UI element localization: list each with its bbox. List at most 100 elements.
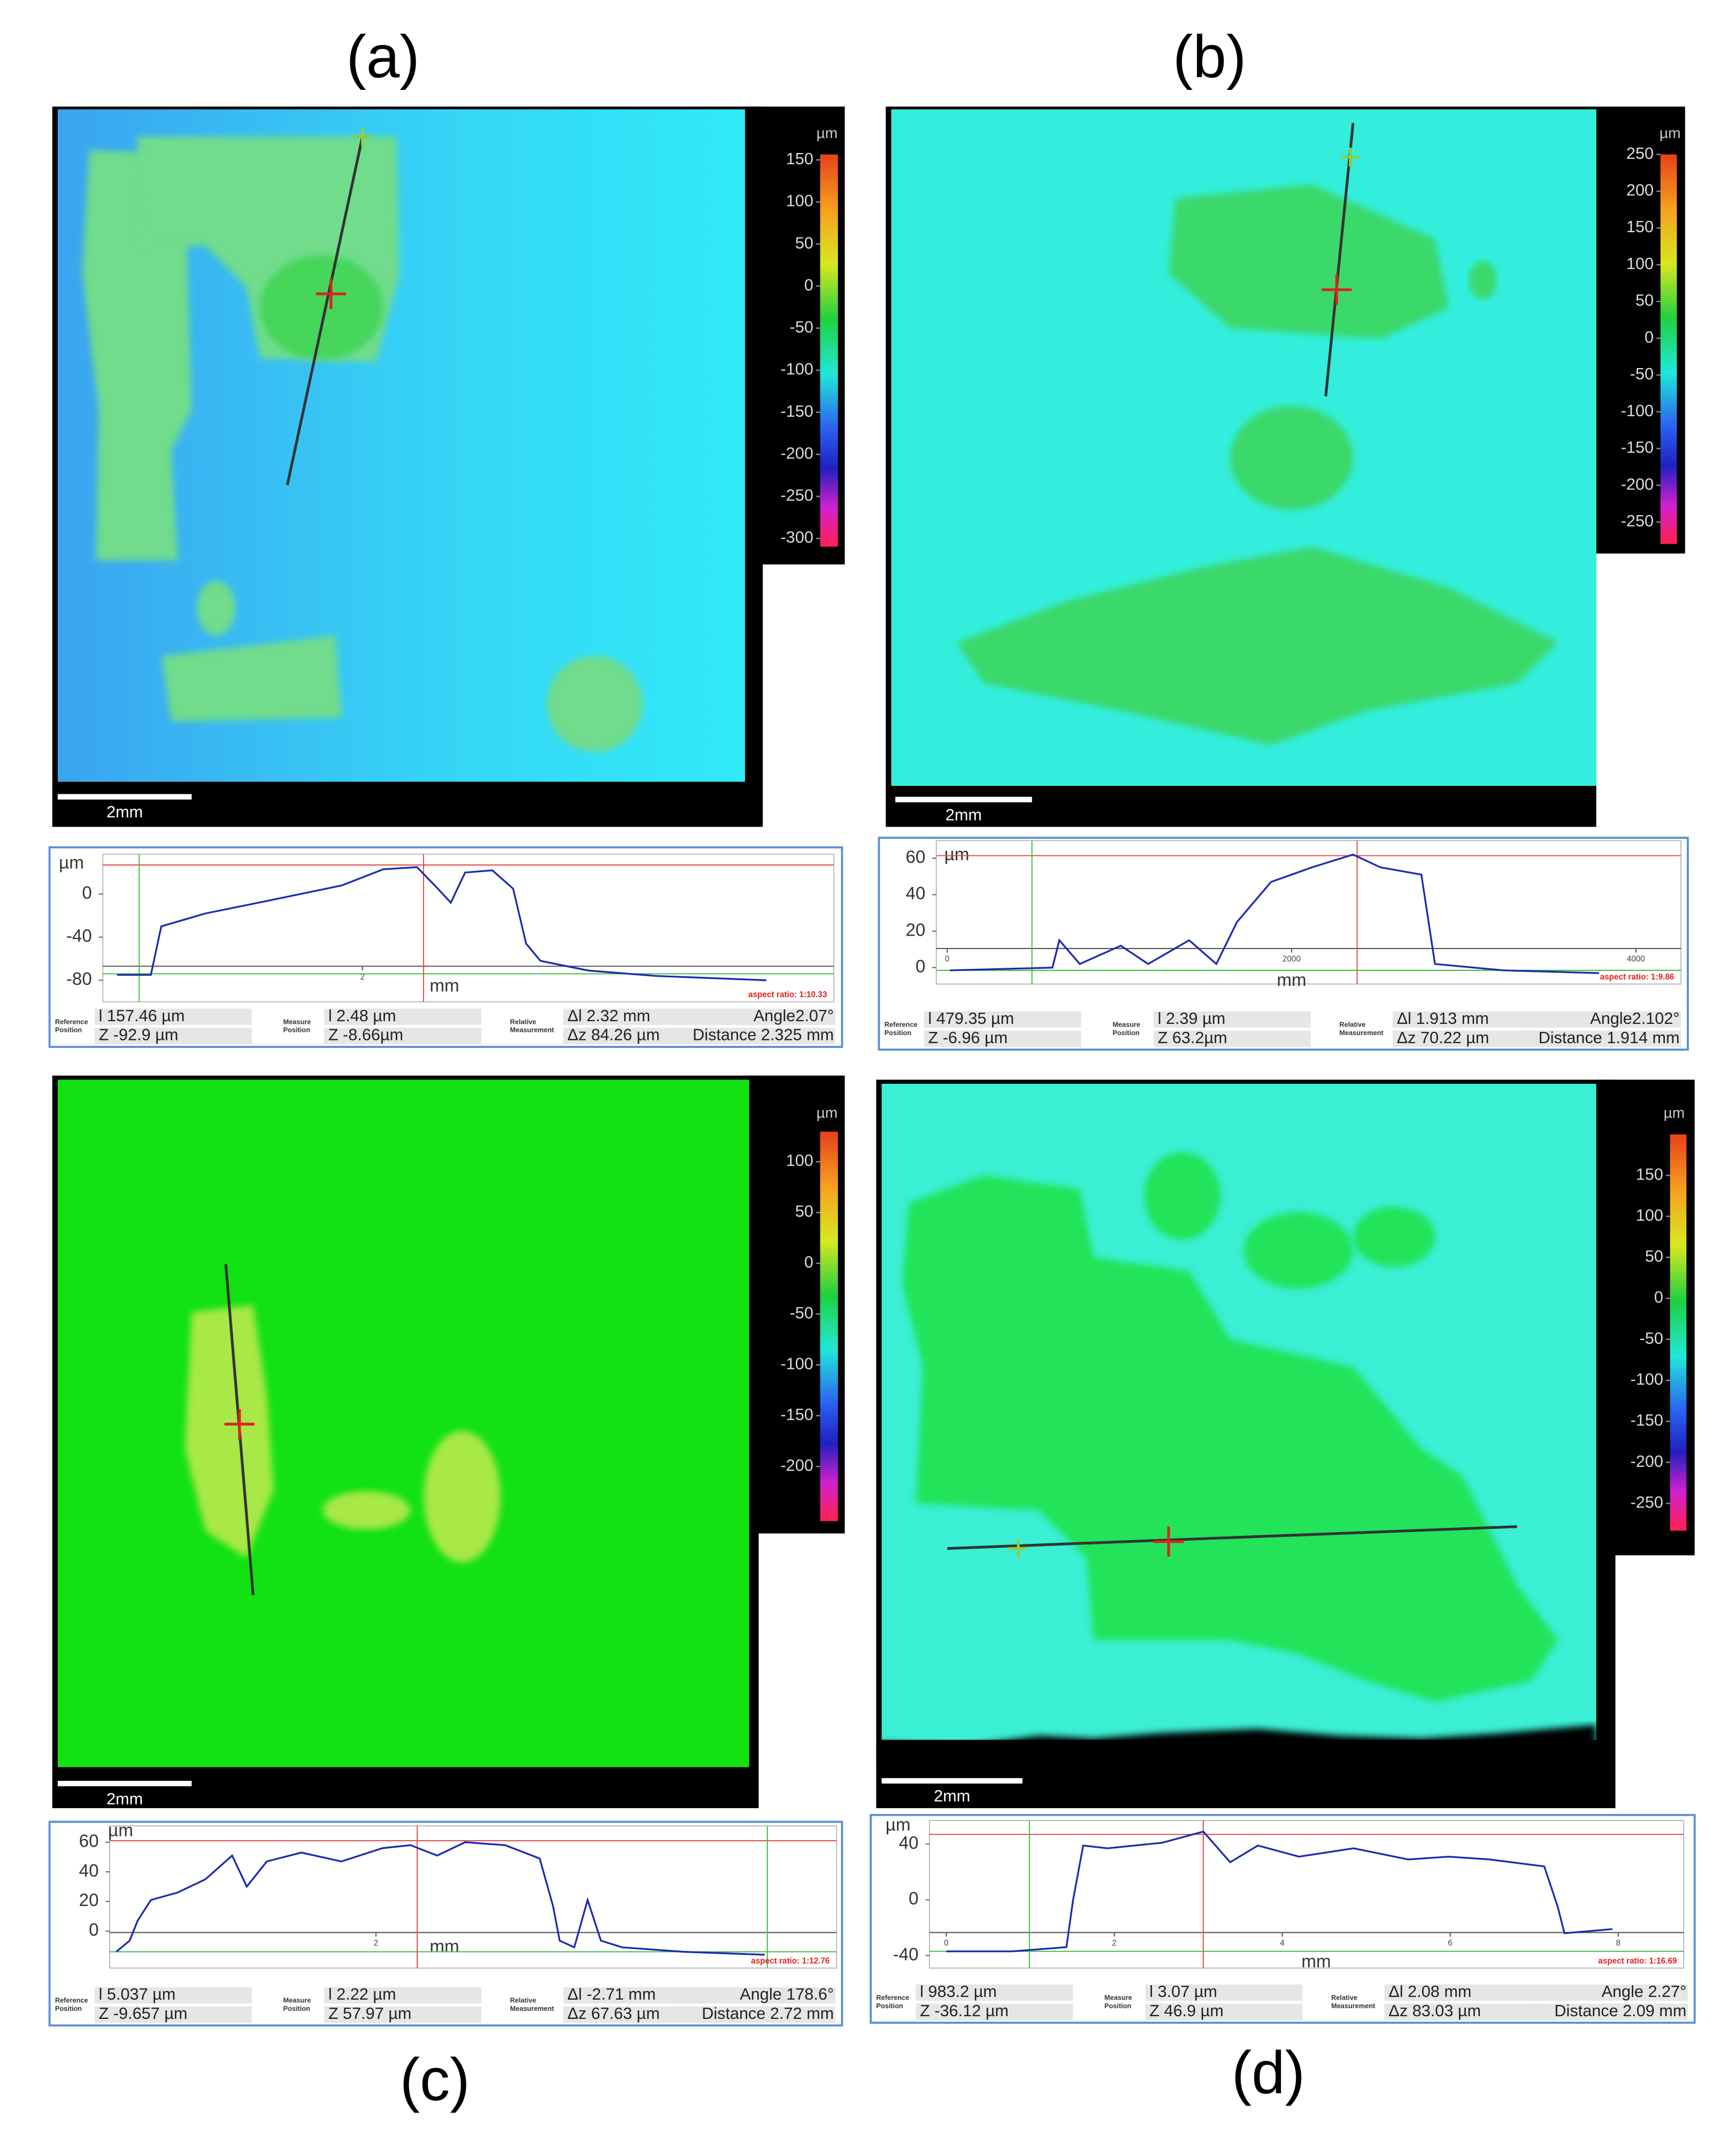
readout-value: l 2.22 µm (328, 1985, 396, 2003)
readout-value: Δl 2.08 mm (1388, 1983, 1471, 2001)
readout-value: l 479.35 µm (928, 1009, 1014, 1028)
profile-unit: µm (108, 1820, 133, 1840)
colorbar-tick-label: 0 (804, 276, 813, 294)
y-tick-label: 40 (899, 1833, 919, 1853)
readout-field (671, 1008, 835, 1025)
readout-distance: Distance 2.325 mm (693, 1026, 834, 1044)
profile-unit: µm (886, 1815, 911, 1835)
readout-angle: Angle 2.27° (1602, 1983, 1687, 2001)
readout-angle: Angle2.07° (754, 1007, 834, 1025)
readout-title: Position (283, 1026, 310, 1034)
readout-field (94, 1008, 252, 1025)
colorbar-tick-label: 150 (1626, 218, 1654, 236)
surface-region (197, 580, 236, 636)
colorbar (1660, 154, 1677, 544)
readout-title: Relative (510, 1017, 536, 1025)
surface-region (1144, 1152, 1221, 1240)
panel-label: (c) (400, 2046, 470, 2113)
surface-region (260, 255, 383, 359)
colorbar-tick-label: -200 (780, 1456, 813, 1474)
readout-field (1517, 1011, 1681, 1028)
colorbar-tick-label: -100 (780, 360, 813, 378)
profile-curve (117, 866, 766, 982)
y-tick-label: -40 (66, 927, 92, 946)
colorbar-tick-label: 100 (1626, 255, 1654, 273)
x-tick-label: 2 (374, 1939, 379, 1948)
readout-field (1517, 1030, 1681, 1047)
readout-field (671, 1987, 835, 2004)
y-tick-label: 0 (909, 1889, 918, 1909)
colorbar-tick-label: 0 (804, 1253, 813, 1272)
surface-region (322, 1491, 411, 1529)
readout-title: Position (55, 1026, 82, 1034)
colorbar-tick-label: 100 (1636, 1206, 1663, 1224)
readout-title: Measure (283, 1996, 311, 2004)
readout-title: Measurement (510, 1026, 555, 1034)
colorbar-tick-label: 50 (1645, 1247, 1663, 1266)
readout-field (1384, 2003, 1542, 2020)
readout-field (671, 1028, 835, 1044)
surface-region (424, 1430, 501, 1563)
readout-title: Measurement (1331, 2002, 1376, 2010)
y-tick-label: -40 (893, 1945, 919, 1964)
readout-value: Δz 67.63 µm (567, 2004, 660, 2023)
colorbar-tick-label: 50 (795, 1203, 813, 1221)
profile-unit: µm (944, 845, 970, 864)
profile-path (286, 136, 364, 486)
x-tick-label: 8 (1616, 1939, 1620, 1948)
colorbar-tick-label: -50 (1640, 1329, 1663, 1348)
aspect-ratio: aspect ratio: 1:9.86 (1600, 973, 1674, 982)
scale-bar-label: 2mm (946, 806, 982, 824)
colorbar-tick-label: -100 (780, 1355, 813, 1373)
colorbar-tick-label: -50 (790, 318, 813, 336)
surface-region (547, 656, 643, 752)
y-tick-label: 20 (905, 920, 925, 940)
readout-field (1524, 1984, 1688, 2001)
panel-label: (b) (1173, 23, 1246, 90)
readout-value: l 5.037 µm (99, 1985, 176, 2003)
readout-title: Relative (510, 1996, 536, 2004)
surface-region (1243, 1212, 1353, 1289)
readout-title: Reference (876, 1994, 909, 2002)
colorbar-tick-label: -300 (780, 529, 813, 547)
colorbar (820, 1131, 838, 1521)
readout-title: Measurement (1339, 1029, 1384, 1037)
readout-field (324, 1987, 481, 2004)
surface-region (1230, 405, 1353, 510)
readout-field (94, 1028, 252, 1044)
readout-field (916, 1984, 1073, 2001)
x-axis-label: mm (1301, 1952, 1331, 1972)
readout-value: Δl -2.71 mm (567, 1985, 656, 2003)
readout-title: Reference (55, 1017, 88, 1025)
readout-title: Position (885, 1029, 911, 1037)
readout-value: Δl 2.32 mm (567, 1007, 650, 1025)
colorbar-tick-label: -200 (1631, 1452, 1663, 1471)
profile-plot (109, 1825, 838, 1969)
readout-field (94, 2006, 252, 2023)
readout-title: Measurement (510, 2004, 555, 2012)
x-tick-label: 2 (1112, 1939, 1117, 1948)
readout-field (324, 1028, 481, 1044)
profile-path (1324, 123, 1355, 397)
colorbar-tick-label: 200 (1626, 181, 1654, 200)
colorbar-tick-label: 150 (786, 150, 813, 168)
colorbar-unit: µm (817, 125, 838, 141)
readout-angle: Angle2.102° (1590, 1009, 1679, 1028)
readout-title: Relative (1339, 1021, 1365, 1029)
x-tick-label: 2000 (1282, 955, 1301, 964)
colorbar-tick-label: -50 (1630, 365, 1654, 383)
readout-title: Relative (1331, 1994, 1357, 2002)
readout-value: Δz 84.26 µm (567, 1026, 660, 1044)
readout-distance: Distance 2.72 mm (702, 2004, 834, 2023)
readout-value: Δl 1.913 mm (1397, 1009, 1489, 1028)
readout-distance: Distance 2.09 mm (1554, 2002, 1686, 2020)
readout-value: Z 57.97 µm (328, 2004, 412, 2023)
profile-plot (102, 853, 835, 1002)
readout-angle: Angle 178.6° (740, 1985, 834, 2003)
readout-field (924, 1011, 1081, 1028)
readout-field (1145, 1984, 1303, 2001)
aspect-ratio: aspect ratio: 1:12.76 (751, 1956, 829, 1965)
colorbar-tick-label: 250 (1626, 144, 1654, 163)
scale-bar-label: 2mm (106, 803, 143, 821)
colorbar (820, 154, 838, 547)
